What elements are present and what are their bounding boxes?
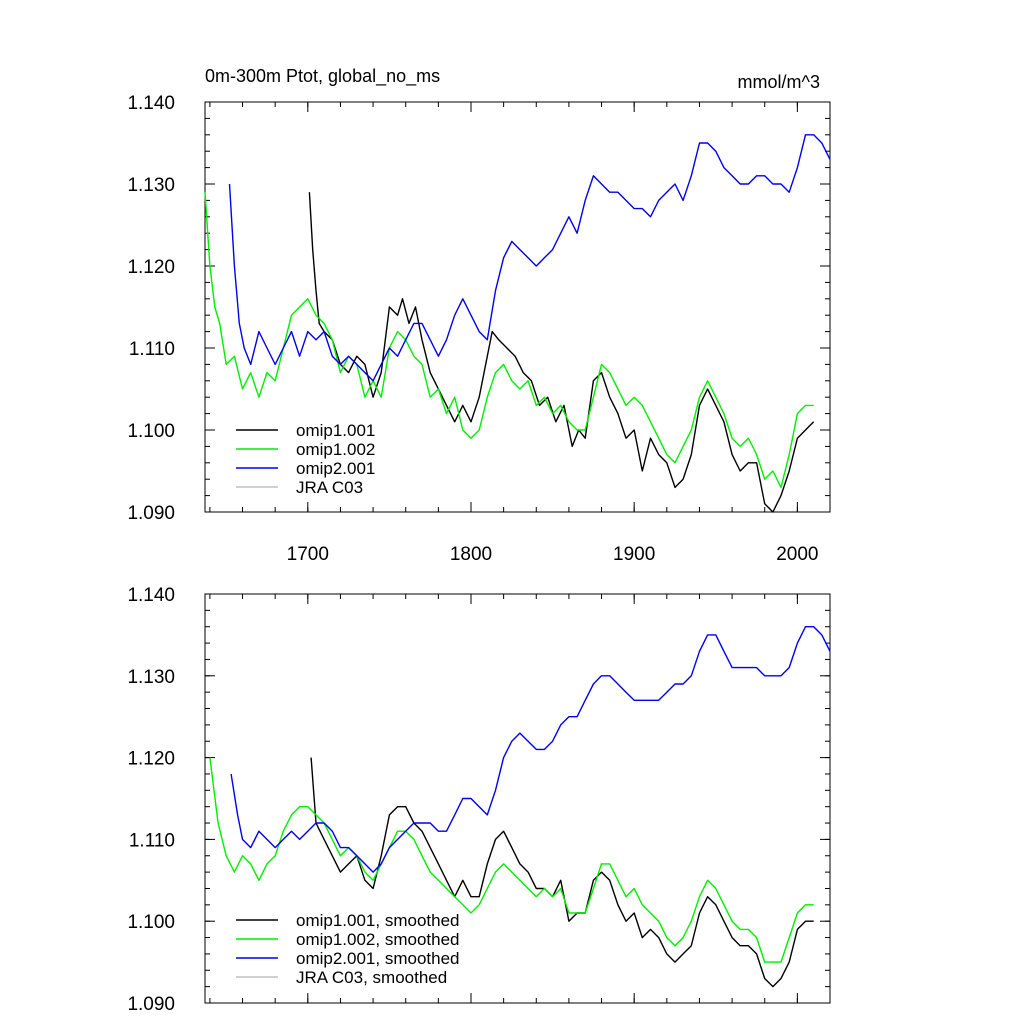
units-label: mmol/m^3 — [738, 72, 820, 92]
y-tick-label: 1.090 — [127, 994, 175, 1015]
series-line — [308, 192, 815, 513]
y-tick-label: 1.140 — [127, 93, 175, 114]
y-tick-label: 1.140 — [127, 585, 175, 606]
x-tick-label: 2000 — [776, 544, 818, 565]
x-tick-label: 1900 — [613, 544, 655, 565]
legend-label: omip1.002, smoothed — [296, 930, 460, 949]
y-tick-label: 1.090 — [127, 503, 175, 524]
x-tick-label: 1700 — [287, 544, 329, 565]
legend-label: omip1.002 — [296, 440, 375, 459]
y-tick-label: 1.130 — [127, 175, 175, 196]
legend-label: JRA C03 — [296, 478, 363, 497]
y-tick-label: 1.110 — [129, 339, 175, 360]
y-tick-label: 1.100 — [127, 912, 175, 933]
chart-title: 0m-300m Ptot, global_no_ms — [205, 66, 440, 87]
y-tick-label: 1.120 — [127, 257, 175, 278]
series-line — [228, 134, 831, 382]
y-tick-label: 1.100 — [127, 421, 175, 442]
y-tick-label: 1.120 — [127, 749, 175, 770]
plot-frame — [204, 593, 831, 1004]
series-line — [209, 757, 814, 963]
plot-frame — [204, 101, 831, 513]
legend-label: omip1.001, smoothed — [296, 911, 460, 930]
legend-label: omip2.001 — [296, 459, 375, 478]
x-tick-label: 1800 — [450, 544, 492, 565]
legend-label: JRA C03, smoothed — [296, 968, 447, 987]
y-tick-label: 1.130 — [127, 667, 175, 688]
panel-raw: 1.090 1.100 1.110 1.120 1.130 1.140 1700 1800 19… — [127, 93, 831, 565]
legend-label: omip1.001 — [296, 421, 375, 440]
series-line — [310, 757, 814, 988]
series-line — [204, 192, 814, 489]
series-line — [230, 626, 831, 873]
y-tick-label: 1.110 — [129, 830, 175, 851]
panel-smoothed: 1.090 1.100 1.110 1.120 1.130 1.140 omip1.001,… — [127, 585, 831, 1015]
legend-label: omip2.001, smoothed — [296, 949, 460, 968]
